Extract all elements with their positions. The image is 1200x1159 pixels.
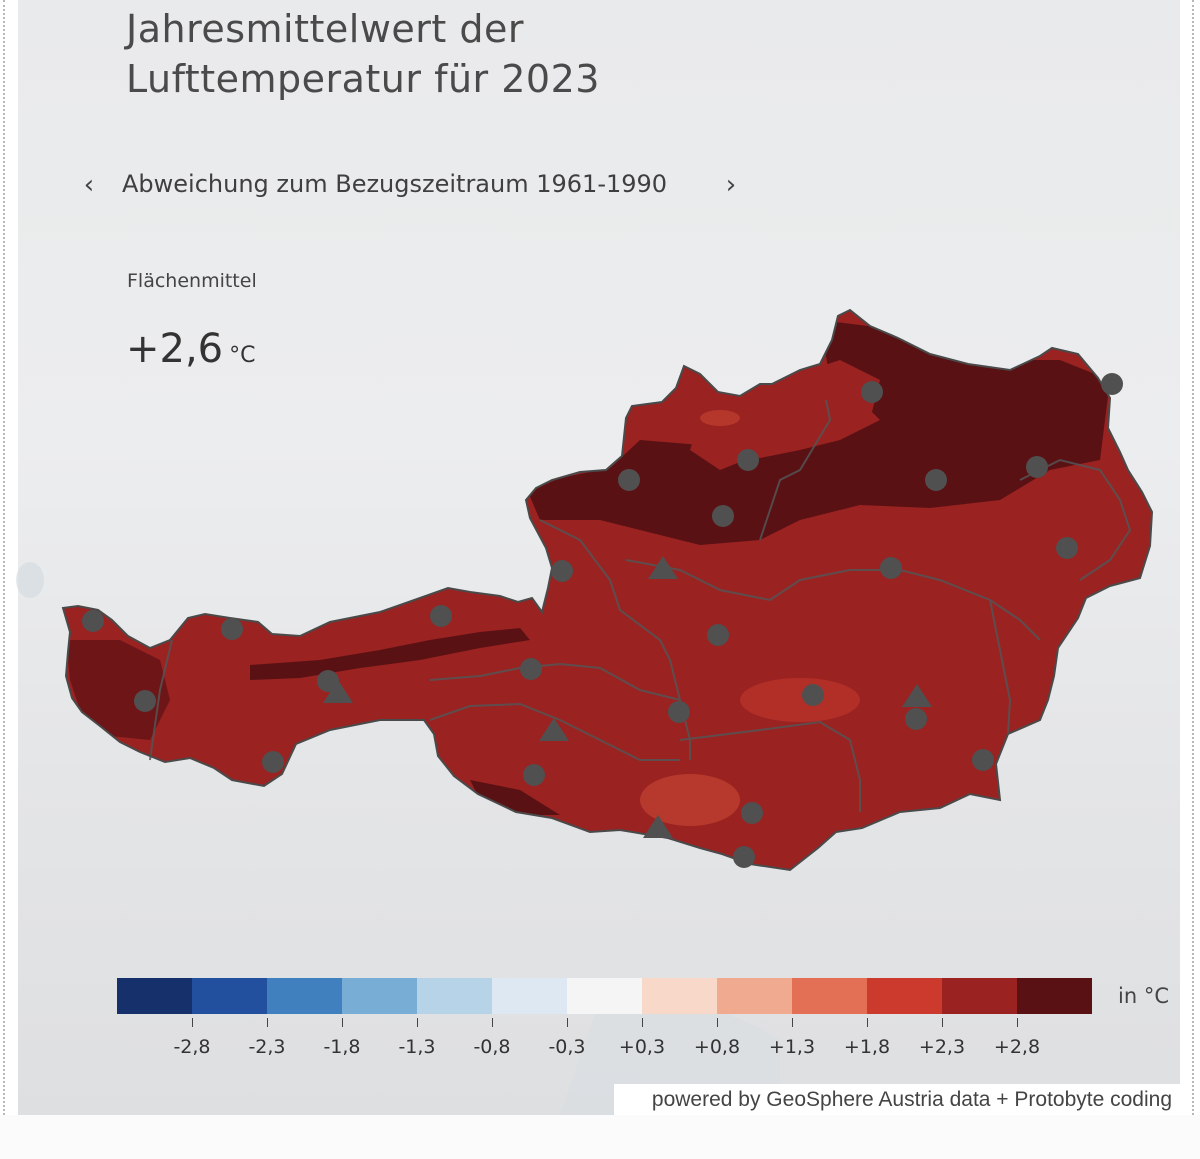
legend-swatch xyxy=(792,978,867,1014)
station-circle[interactable] xyxy=(618,469,640,491)
legend-swatch xyxy=(492,978,567,1014)
zone-inn-valley xyxy=(250,628,530,680)
station-circle[interactable] xyxy=(551,560,573,582)
legend-tick-label: -0,3 xyxy=(548,1036,586,1058)
area-mean-label: Flächenmittel xyxy=(127,270,257,292)
area-mean-value: +2,6 °C xyxy=(126,326,256,372)
station-circle[interactable] xyxy=(430,605,452,627)
legend-swatch xyxy=(942,978,1017,1014)
legend-tick-label: +1,3 xyxy=(768,1036,816,1058)
station-circle[interactable] xyxy=(520,658,542,680)
legend-tick xyxy=(192,1018,193,1027)
legend-tick-label: +1,8 xyxy=(843,1036,891,1058)
legend-swatch xyxy=(417,978,492,1014)
legend-tick xyxy=(717,1018,718,1027)
credit-text: powered by GeoSphere Austria data + Prot… xyxy=(614,1084,1180,1115)
station-circle[interactable] xyxy=(925,469,947,491)
station-circle[interactable] xyxy=(82,610,104,632)
legend-tick-label: -2,8 xyxy=(173,1036,211,1058)
station-triangle[interactable] xyxy=(323,680,353,703)
lake-constance xyxy=(16,562,44,598)
legend-swatch xyxy=(192,978,267,1014)
area-mean-unit: °C xyxy=(229,343,256,368)
station-circle[interactable] xyxy=(1056,537,1078,559)
station-circle[interactable] xyxy=(905,708,927,730)
legend-tick xyxy=(867,1018,868,1027)
legend-tick-label: -2,3 xyxy=(248,1036,286,1058)
station-circle[interactable] xyxy=(972,749,994,771)
station-circle[interactable] xyxy=(802,684,824,706)
station-circle[interactable] xyxy=(1026,456,1048,478)
legend-tick xyxy=(642,1018,643,1027)
station-circle[interactable] xyxy=(880,557,902,579)
frame-border-left xyxy=(3,0,5,1159)
station-circle[interactable] xyxy=(317,670,339,692)
bottom-band xyxy=(0,1115,1200,1159)
mountain-station-markers xyxy=(323,556,932,838)
legend-swatch xyxy=(642,978,717,1014)
legend-swatch xyxy=(342,978,417,1014)
station-circle[interactable] xyxy=(737,449,759,471)
legend-tick xyxy=(792,1018,793,1027)
color-legend xyxy=(117,978,1092,1014)
station-circle[interactable] xyxy=(134,690,156,712)
legend-swatch xyxy=(267,978,342,1014)
legend-tick xyxy=(342,1018,343,1027)
legend-tick-label: -0,8 xyxy=(473,1036,511,1058)
legend-tick-label: +0,8 xyxy=(693,1036,741,1058)
legend-swatch xyxy=(567,978,642,1014)
zone-styria-spot xyxy=(740,678,860,722)
page-title: Jahresmittelwert der Lufttemperatur für … xyxy=(126,7,600,101)
chevron-right-icon[interactable]: › xyxy=(725,170,737,200)
temperature-zones xyxy=(66,320,1110,826)
station-triangle[interactable] xyxy=(902,684,932,707)
legend-tick xyxy=(417,1018,418,1027)
reference-period-label: Abweichung zum Bezugszeitraum 1961-1990 xyxy=(122,170,668,198)
station-circle[interactable] xyxy=(262,751,284,773)
zone-vorarlberg xyxy=(66,640,170,740)
station-triangle[interactable] xyxy=(643,815,673,838)
legend-swatch xyxy=(867,978,942,1014)
legend-tick xyxy=(492,1018,493,1027)
legend-tick-label: -1,3 xyxy=(398,1036,436,1058)
station-circle[interactable] xyxy=(668,701,690,723)
legend-tick xyxy=(267,1018,268,1027)
legend-tick-label: -1,8 xyxy=(323,1036,361,1058)
legend-swatch xyxy=(117,978,192,1014)
station-circle[interactable] xyxy=(741,802,763,824)
area-mean-number: +2,6 xyxy=(126,326,224,372)
chevron-left-icon[interactable]: ‹ xyxy=(83,170,95,200)
zone-upper-spot xyxy=(700,410,740,426)
station-circle[interactable] xyxy=(707,624,729,646)
station-circle[interactable] xyxy=(712,505,734,527)
legend-unit: in °C xyxy=(1118,984,1169,1008)
station-circle[interactable] xyxy=(221,618,243,640)
legend-tick xyxy=(567,1018,568,1027)
legend-tick-label: +2,3 xyxy=(918,1036,966,1058)
station-circle[interactable] xyxy=(733,846,755,868)
zone-carinthia-spot xyxy=(640,774,740,826)
legend-swatch xyxy=(1017,978,1092,1014)
austria-temperature-map xyxy=(16,309,1153,1115)
legend-tick xyxy=(1017,1018,1018,1027)
legend-tick-label: +0,3 xyxy=(618,1036,666,1058)
zone-south-tirol-edge xyxy=(470,780,560,815)
legend-swatch xyxy=(717,978,792,1014)
station-circle[interactable] xyxy=(861,381,883,403)
station-triangle[interactable] xyxy=(648,556,678,579)
frame-border-right xyxy=(1192,0,1194,1159)
station-markers xyxy=(82,373,1123,868)
legend-tick xyxy=(942,1018,943,1027)
legend-tick-label: +2,8 xyxy=(993,1036,1041,1058)
station-circle[interactable] xyxy=(523,764,545,786)
station-circle[interactable] xyxy=(1101,373,1123,395)
zone-moderate-north xyxy=(780,360,880,440)
zone-hot-north xyxy=(528,320,1110,545)
station-triangle[interactable] xyxy=(539,718,569,741)
